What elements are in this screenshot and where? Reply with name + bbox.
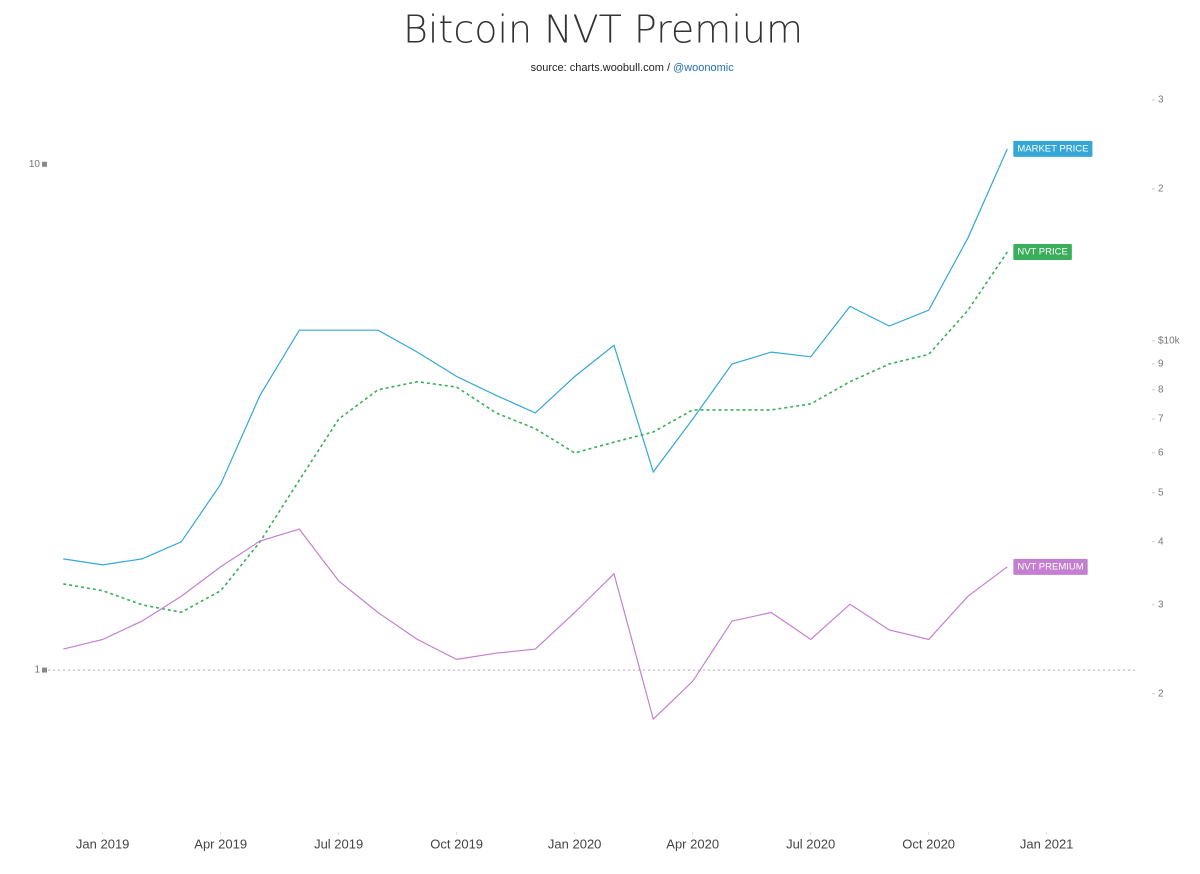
y-tick-mark	[42, 667, 47, 673]
y-tick-label: 1	[34, 665, 40, 676]
x-tick-label: Apr 2019	[194, 836, 247, 851]
legend-label: NVT PRICE	[1017, 246, 1068, 257]
y2-tick-label: 8	[1158, 384, 1164, 395]
legend-tag	[1013, 558, 1088, 575]
y2-tick-label: 5	[1158, 487, 1164, 498]
x-tick-label: Jan 2020	[548, 836, 602, 851]
series-line	[63, 528, 1008, 721]
x-tick-label: Apr 2020	[666, 836, 719, 851]
y2-tick-label: 4	[1158, 536, 1164, 547]
y-tick-label: 10	[29, 159, 41, 170]
y2-tick-label: 3	[1158, 95, 1164, 106]
y2-tick-label: 9	[1158, 359, 1164, 370]
x-tick-label: Oct 2020	[902, 836, 955, 851]
y2-tick-label: 2	[1158, 688, 1164, 699]
x-tick-label: Jul 2020	[786, 836, 835, 851]
y2-tick-label: 3	[1158, 599, 1164, 610]
source: source: charts.woobull.com /	[531, 62, 671, 74]
legend-label: NVT PREMIUM	[1017, 561, 1083, 572]
series-line	[63, 251, 1008, 614]
y2-tick-label: 6	[1158, 448, 1164, 459]
x-tick-label: Jan 2019	[76, 836, 130, 851]
y-tick-mark	[42, 161, 47, 167]
x-tick-label: Jan 2021	[1020, 836, 1074, 851]
chart-title: Bitcoin NVT Premium	[403, 8, 803, 52]
y2-tick-label: 7	[1158, 414, 1164, 425]
series-line	[63, 148, 1008, 566]
x-tick-label: Jul 2019	[314, 836, 363, 851]
source-handle[interactable]: @woonomic	[673, 62, 734, 74]
legend-tag	[1013, 140, 1093, 157]
legend-label: MARKET PRICE	[1017, 143, 1088, 154]
y2-tick-label: $10k	[1158, 336, 1181, 347]
legend-tag	[1013, 243, 1072, 260]
y2-tick-label: 2	[1158, 184, 1164, 195]
x-tick-label: Oct 2019	[430, 836, 483, 851]
